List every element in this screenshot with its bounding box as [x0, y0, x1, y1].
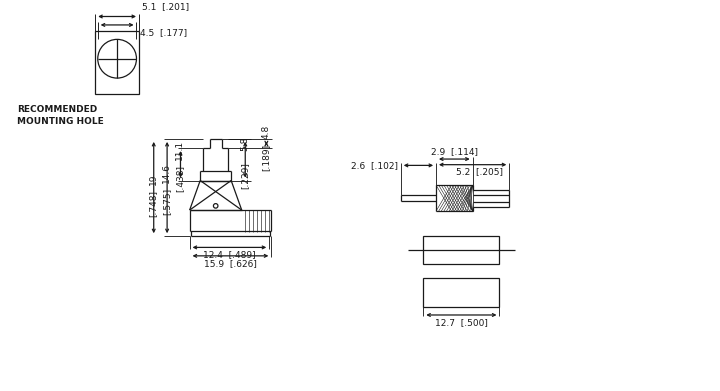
Text: 4.8: 4.8 [261, 125, 270, 139]
Bar [423, 236, 500, 264]
Text: 12.7  [.500]: 12.7 [.500] [435, 319, 488, 328]
Text: 4.5  [.177]: 4.5 [.177] [140, 28, 187, 37]
Text: 5.2  [.205]: 5.2 [.205] [456, 167, 503, 176]
Text: 15.9  [.626]: 15.9 [.626] [204, 259, 257, 268]
Text: MOUNTING HOLE: MOUNTING HOLE [17, 117, 104, 126]
Text: [.748]: [.748] [148, 190, 158, 217]
Bar [423, 278, 500, 307]
Text: 11.1: 11.1 [175, 140, 184, 160]
Text: RECOMMENDED: RECOMMENDED [17, 105, 97, 114]
Text: [.229]: [.229] [240, 162, 249, 189]
Text: [.575]: [.575] [162, 188, 171, 215]
Text: 5.8: 5.8 [240, 137, 249, 151]
Text: [.438]: [.438] [175, 165, 184, 192]
Text: 14.6: 14.6 [162, 163, 171, 183]
Bar [95, 30, 139, 94]
Text: 5.1  [.201]: 5.1 [.201] [143, 2, 189, 11]
Text: [.189]: [.189] [261, 144, 270, 171]
Text: 19: 19 [148, 173, 158, 185]
Text: 2.6  [.102]: 2.6 [.102] [351, 161, 398, 170]
Text: 12.4  [.489]: 12.4 [.489] [203, 250, 256, 259]
Text: 2.9  [.114]: 2.9 [.114] [431, 147, 478, 156]
